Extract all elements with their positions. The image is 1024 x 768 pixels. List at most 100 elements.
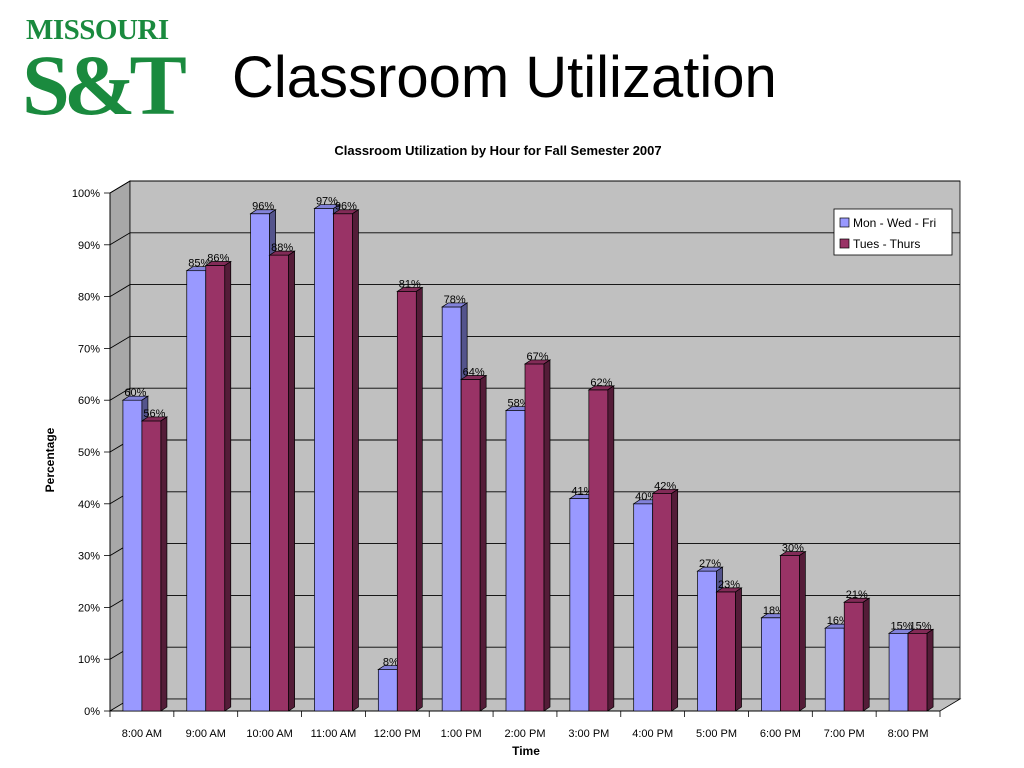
data-label: 97% [316,196,338,208]
bar [569,498,590,712]
y-tick-label: 20% [78,602,100,614]
data-label: 67% [526,351,548,363]
bar [460,379,481,712]
missouri-st-logo: MISSOURI S&T [22,14,187,132]
legend-box [833,208,953,256]
data-label: 81% [399,278,421,290]
logo-wordmark-top: MISSOURI [26,14,169,46]
x-axis-title: Time [512,744,540,758]
data-label: 15% [891,620,913,632]
bar-side [607,385,615,712]
bar-side [160,416,168,712]
y-axis-title: Percentage [43,427,57,492]
bar-side [799,550,806,712]
x-tick-label: 10:00 AM [246,728,292,740]
data-label: 15% [910,620,932,632]
bar [377,669,398,712]
bar [396,291,417,712]
gridline [109,284,960,297]
bar [141,420,162,712]
bar-side [288,250,295,712]
data-label: 16% [827,615,849,627]
x-tick-label: 7:00 PM [824,728,865,740]
y-tick-label: 10% [78,654,100,666]
data-label: 85% [188,258,210,270]
bar [652,493,673,712]
bar [186,270,207,712]
y-tick-label: 60% [78,395,100,407]
data-label: 56% [143,408,165,420]
bar-side [224,260,232,712]
y-tick-label: 50% [78,447,100,459]
data-label: 30% [782,543,804,555]
bar [333,213,353,712]
data-label: 40% [635,491,657,503]
data-label: 42% [654,480,676,492]
data-label: 86% [207,253,229,265]
legend-label: Tues - Thurs [853,237,920,251]
bar [588,389,609,712]
x-tick-label: 3:00 PM [568,728,609,740]
data-label: 8% [383,657,399,669]
bar [314,208,334,712]
gridline [109,335,960,349]
x-tick-label: 9:00 AM [186,728,226,740]
y-tick-label: 30% [78,551,100,563]
bar [697,570,717,712]
bar [888,632,909,712]
x-tick-label: 6:00 PM [760,728,801,740]
data-label: 27% [699,558,721,570]
bar [524,363,545,712]
x-tick-label: 5:00 PM [696,728,737,740]
bar-side [862,597,870,712]
data-label: 18% [763,605,785,617]
y-tick-label: 100% [72,188,100,200]
bar-side [352,209,359,712]
y-tick-label: 70% [78,343,100,355]
data-label: 58% [507,398,529,410]
legend-swatch [839,217,850,228]
data-label: 96% [252,201,274,213]
data-label: 21% [846,589,868,601]
bar [122,399,143,712]
y-tick-label: 90% [78,240,100,252]
bar [716,591,736,712]
data-label: 60% [124,387,146,399]
legend-label: Mon - Wed - Fri [853,216,936,230]
bar [843,601,864,712]
x-tick-label: 8:00 PM [888,728,929,740]
bar [505,410,526,712]
x-tick-label: 12:00 PM [374,728,421,740]
gridline [109,180,960,194]
bar [633,503,654,712]
chart-title: Classroom Utilization by Hour for Fall S… [334,143,661,158]
x-tick-label: 8:00 AM [122,728,162,740]
data-label: 78% [444,294,466,306]
bar [205,265,226,712]
gridline [109,387,960,401]
y-tick-label: 80% [78,292,100,304]
y-tick-label: 0% [84,706,100,718]
bar [269,254,289,712]
data-label: 64% [463,366,485,378]
bar-side [926,628,934,712]
bar-side [671,488,679,712]
bar-side [415,286,423,712]
bar-side [735,587,742,712]
legend-swatch [839,238,850,249]
data-label: 23% [718,579,740,591]
bar [441,306,462,712]
data-label: 96% [335,201,357,213]
bar [907,632,928,712]
data-label: 41% [571,486,593,498]
bar-side [479,374,487,712]
x-tick-label: 4:00 PM [632,728,673,740]
bar [250,213,270,712]
data-label: 62% [590,377,612,389]
y-tick-label: 40% [78,499,100,511]
x-tick-label: 2:00 PM [505,728,546,740]
x-tick-label: 1:00 PM [441,728,482,740]
data-label: 88% [271,242,293,254]
logo-wordmark-main: S&T [22,37,187,133]
